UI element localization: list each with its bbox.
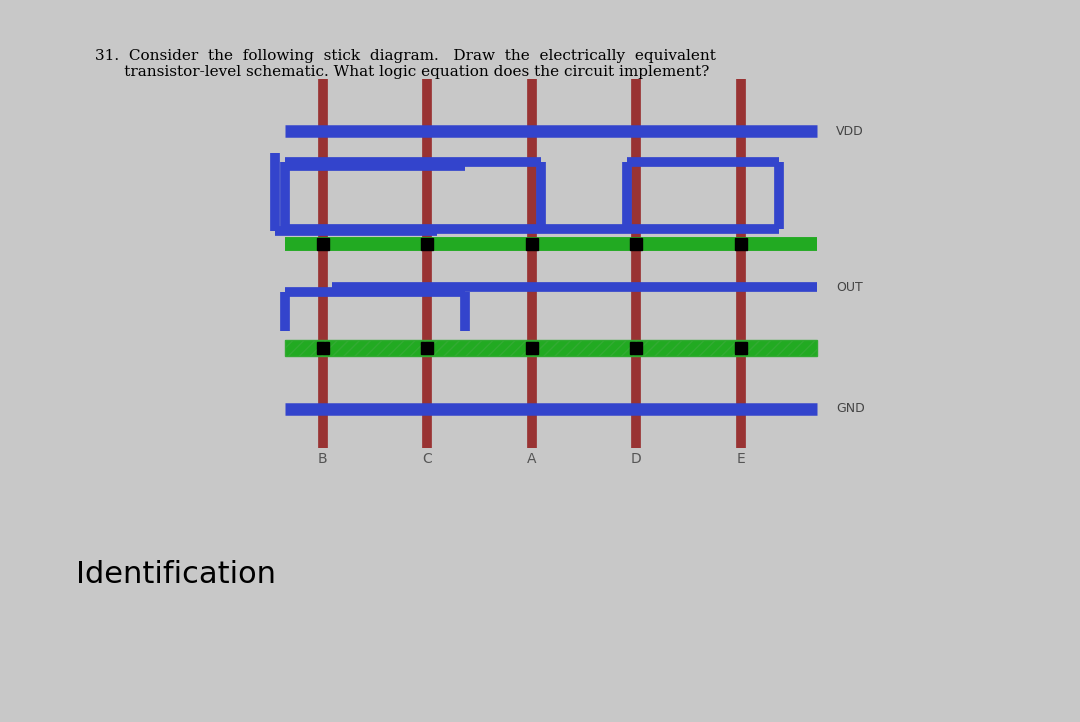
Text: A: A — [527, 452, 537, 466]
Text: VDD: VDD — [836, 125, 864, 138]
Text: OUT: OUT — [836, 281, 863, 294]
Text: C: C — [422, 452, 432, 466]
Text: GND: GND — [836, 402, 865, 415]
Text: 31.  Consider  the  following  stick  diagram.   Draw  the  electrically  equiva: 31. Consider the following stick diagram… — [95, 49, 715, 79]
Text: Identification: Identification — [76, 560, 275, 589]
FancyBboxPatch shape — [285, 340, 816, 356]
Text: E: E — [737, 452, 745, 466]
Text: D: D — [631, 452, 642, 466]
Text: B: B — [318, 452, 327, 466]
